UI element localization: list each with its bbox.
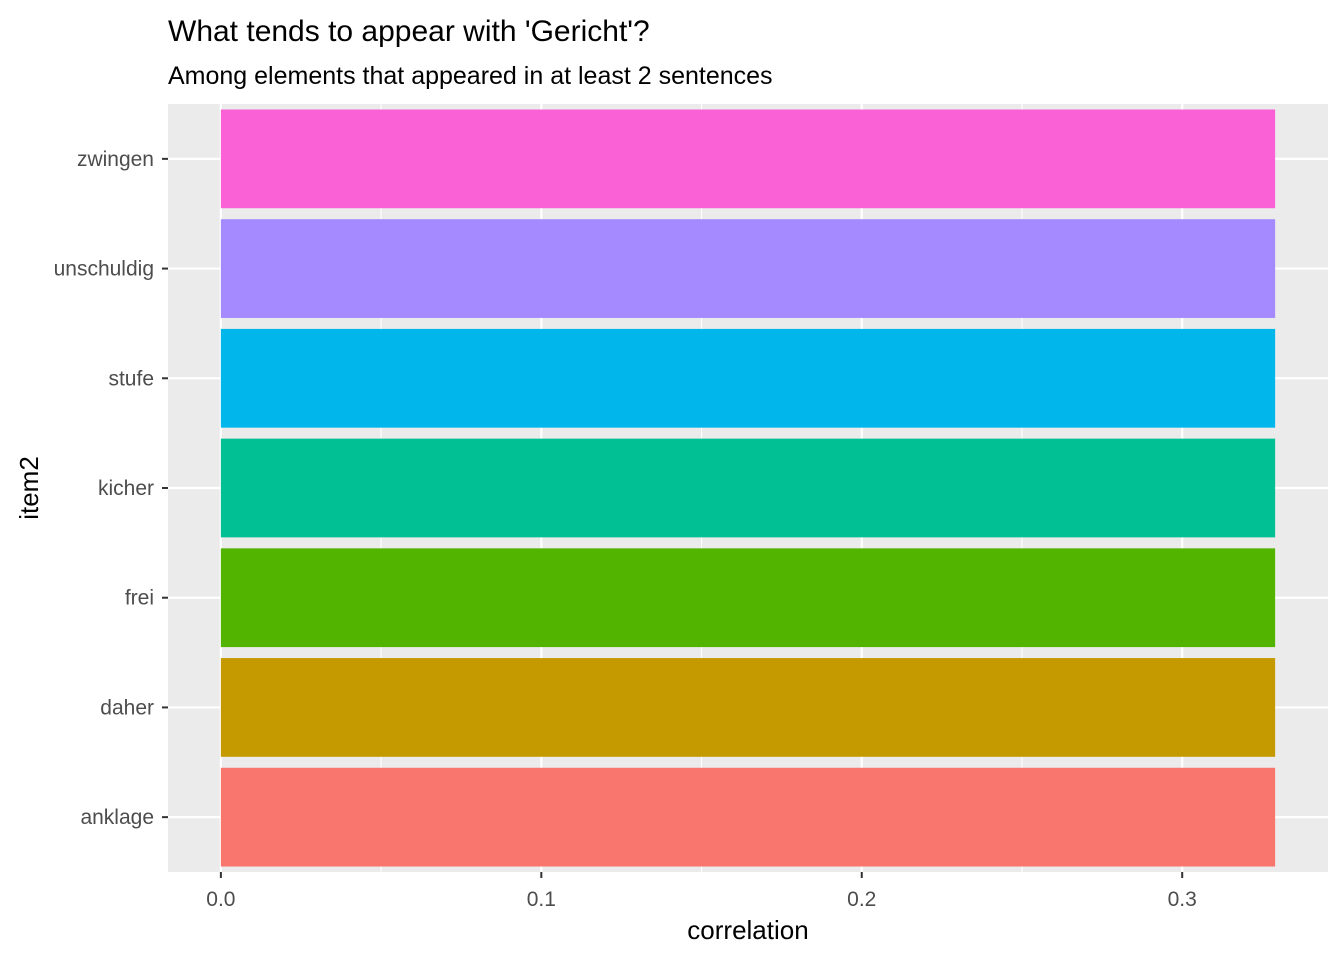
bar-zwingen <box>220 109 1276 209</box>
y-tick-label: daher <box>100 696 154 719</box>
bar-kicher <box>220 438 1276 538</box>
chart-title: What tends to appear with 'Gericht'? <box>168 15 650 48</box>
y-tick-label: anklage <box>80 806 154 829</box>
x-axis: 0.0 0.1 0.2 0.3 <box>206 872 1197 911</box>
x-tick-label: 0.3 <box>1168 888 1197 911</box>
bar-frei <box>220 548 1276 648</box>
y-axis: anklage daher frei kicher stufe unschuldig zwi… <box>54 148 168 829</box>
x-tick-label: 0.1 <box>527 888 556 911</box>
bar-unschuldig <box>220 219 1276 318</box>
y-tick-label: unschuldig <box>54 258 154 281</box>
bars <box>220 109 1276 867</box>
y-tick-label: kicher <box>98 477 154 500</box>
x-axis-title: correlation <box>687 915 808 945</box>
bar-anklage <box>220 767 1276 867</box>
x-tick-label: 0.2 <box>847 888 876 911</box>
bar-daher <box>220 658 1276 757</box>
y-tick-label: frei <box>125 587 154 610</box>
x-tick-label: 0.0 <box>206 888 235 911</box>
y-tick-label: zwingen <box>77 148 154 171</box>
bar-stufe <box>220 328 1276 428</box>
y-axis-title: item2 <box>14 456 44 520</box>
y-tick-label: stufe <box>108 367 154 390</box>
chart-subtitle: Among elements that appeared in at least… <box>168 62 773 90</box>
